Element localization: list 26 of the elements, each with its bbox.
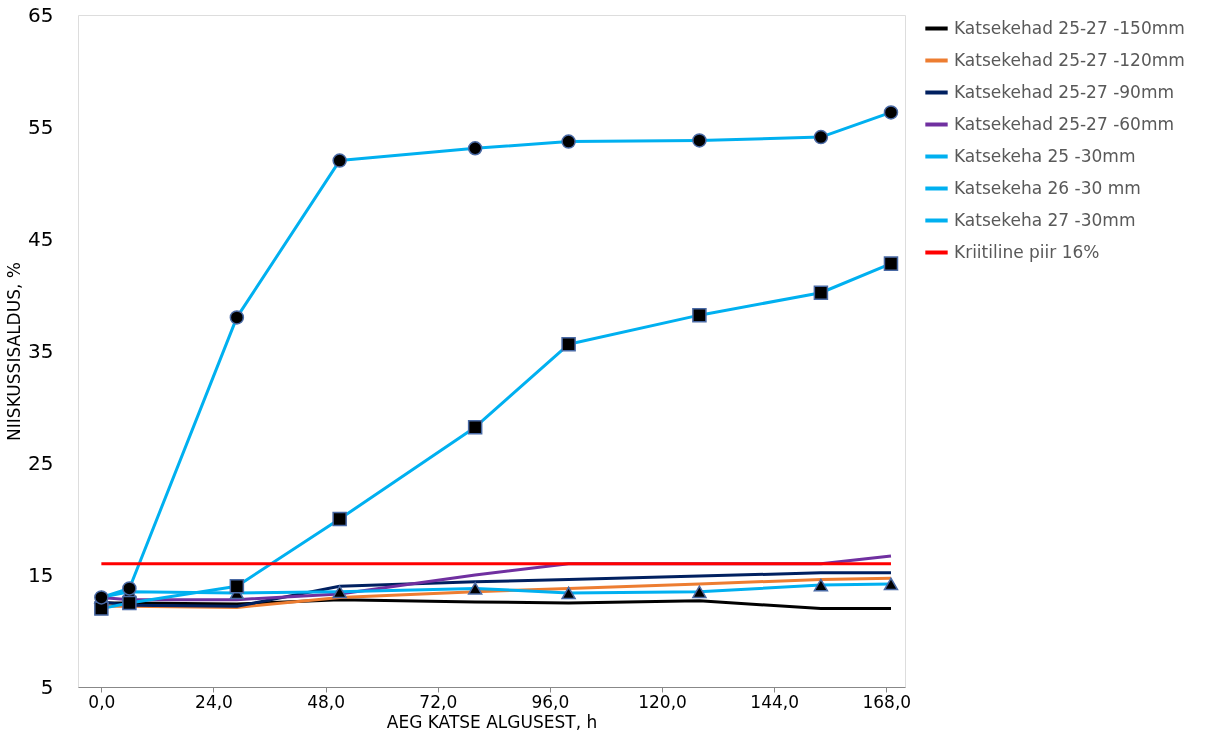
y-tick-label: 45 — [28, 226, 54, 251]
y-tick-label: 65 — [28, 2, 54, 27]
legend-label: Katsekeha 26 -30 mm — [954, 177, 1141, 198]
y-tick-label: 35 — [28, 338, 54, 363]
legend-label: Katsekehad 25-27 -60mm — [954, 113, 1175, 134]
legend-label: Katsekeha 25 -30mm — [954, 145, 1136, 166]
x-tick-label: 48,0 — [307, 691, 346, 712]
legend-label: Katsekehad 25-27 -120mm — [954, 49, 1185, 70]
x-tick-label: 168,0 — [862, 691, 912, 712]
x-tick-label: 120,0 — [638, 691, 687, 712]
x-tick-label: 0,0 — [88, 691, 116, 712]
legend-label: Katsekehad 25-27 -150mm — [954, 17, 1185, 38]
legend-label: Kriitiline piir 16% — [954, 241, 1100, 262]
y-tick-label: 5 — [40, 674, 54, 699]
y-tick-label: 55 — [28, 114, 54, 139]
x-axis-title: AEG KATSE ALGUSEST, h — [386, 711, 598, 732]
x-tick-label: 72,0 — [419, 691, 458, 712]
y-tick-label: 15 — [28, 562, 54, 587]
y-axis-title: NIISKUSSISALDUS, % — [4, 262, 25, 441]
y-tick-label: 25 — [28, 450, 54, 475]
x-tick-label: 144,0 — [750, 691, 800, 712]
legend-label: Katsekehad 25-27 -90mm — [954, 81, 1175, 102]
x-tick-label: 96,0 — [531, 691, 570, 712]
point — [122, 595, 137, 611]
legend-label: Katsekeha 27 -30mm — [954, 209, 1136, 230]
x-tick-label: 24,0 — [195, 691, 233, 712]
